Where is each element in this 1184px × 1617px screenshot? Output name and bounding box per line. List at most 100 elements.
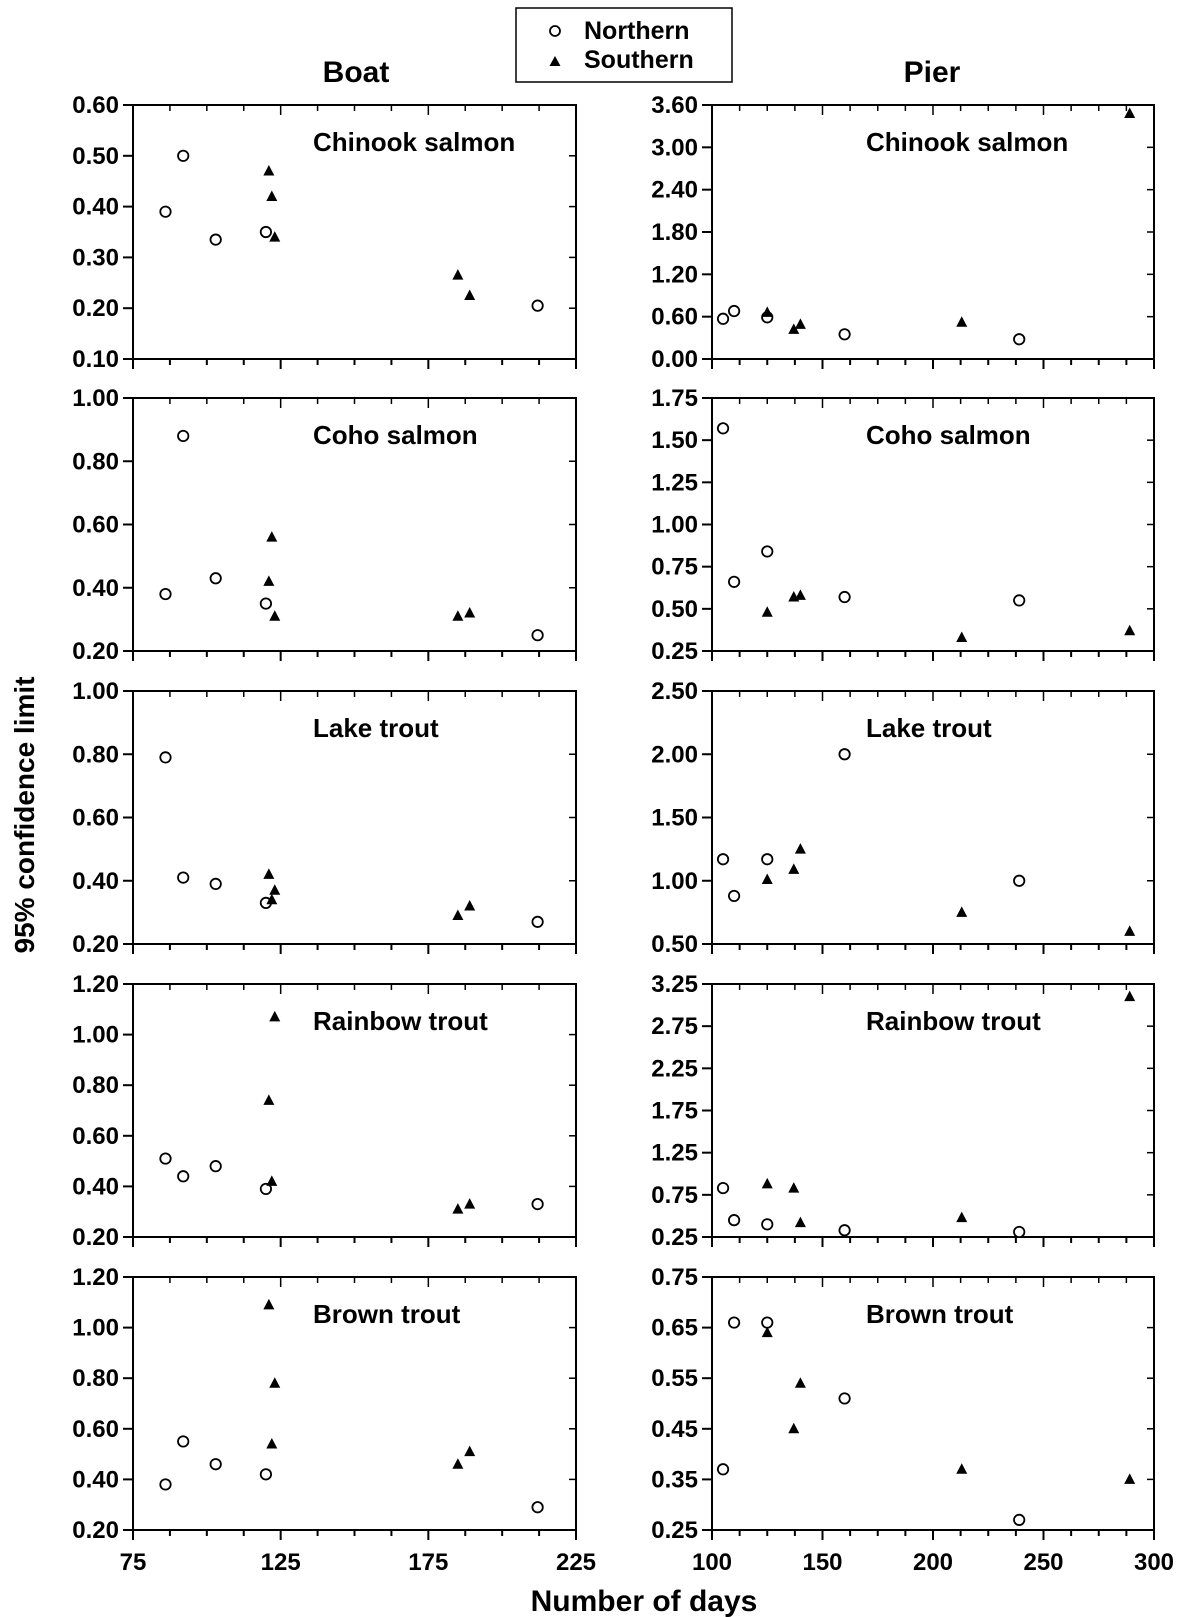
legend-southern-marker — [549, 56, 561, 66]
panel-title: Rainbow trout — [313, 1006, 488, 1036]
point-northern — [1013, 1225, 1026, 1239]
point-northern — [838, 748, 851, 761]
y-tick-label: 0.40 — [72, 868, 119, 895]
y-axis-title: 95% confidence limit — [9, 677, 40, 954]
panel-pier-lake-trout: Lake trout 0.50 1.00 1.50 2.00 2.50 — [651, 678, 1155, 958]
panel-boat-lake-trout: Lake trout 0.20 0.40 0.60 0.80 1.00 — [72, 678, 577, 958]
y-tick-label: 0.20 — [72, 1517, 119, 1544]
point-northern — [838, 328, 851, 341]
point-southern — [956, 316, 968, 327]
point-northern — [727, 1214, 741, 1227]
y-tick-label: 1.80 — [651, 219, 698, 246]
y-tick-label: 3.25 — [651, 971, 698, 998]
point-northern — [259, 597, 272, 610]
point-southern — [266, 1437, 278, 1449]
point-northern — [159, 205, 172, 218]
y-tick-label: 2.25 — [651, 1055, 698, 1082]
y-tick-label: 1.00 — [72, 678, 119, 705]
point-northern — [716, 853, 730, 866]
x-tick-label: 200 — [913, 1549, 953, 1576]
point-southern — [788, 863, 800, 874]
point-northern — [159, 587, 172, 601]
y-tick-label: 0.40 — [72, 1173, 119, 1200]
point-northern — [838, 590, 851, 604]
point-northern — [761, 1316, 774, 1329]
y-tick-label: 0.25 — [651, 638, 698, 665]
panel-title: Lake trout — [313, 713, 439, 743]
point-southern — [266, 190, 278, 201]
y-tick-label: 1.00 — [72, 1315, 119, 1342]
point-southern — [956, 631, 968, 643]
legend-box — [515, 7, 733, 83]
point-southern — [1124, 624, 1136, 636]
point-northern — [159, 751, 172, 764]
point-southern — [794, 843, 806, 854]
point-southern — [794, 1216, 806, 1228]
y-tick-label: 1.00 — [651, 868, 698, 895]
y-tick-label: 0.60 — [72, 512, 119, 539]
column-title-pier: Pier — [904, 56, 961, 89]
y-tick-label: 0.25 — [651, 1224, 698, 1251]
point-southern — [794, 318, 806, 329]
point-southern — [794, 589, 806, 600]
panel-pier-brown-trout: Brown trout 0.25 0.35 0.45 0.55 0.65 0.75 100 15… — [651, 1264, 1174, 1576]
panel-title: Lake trout — [866, 713, 992, 743]
x-axis-title: Number of days — [531, 1585, 758, 1617]
panel-title: Coho salmon — [313, 420, 478, 450]
point-southern — [263, 868, 275, 879]
x-tick-label: 100 — [692, 1549, 732, 1576]
panel-title: Coho salmon — [866, 420, 1031, 450]
point-southern — [452, 1458, 464, 1469]
y-tick-label: 3.00 — [651, 134, 698, 161]
y-tick-label: 0.40 — [72, 1466, 119, 1493]
y-tick-label: 0.10 — [72, 346, 119, 373]
point-southern — [761, 873, 773, 884]
y-tick-label: 2.50 — [651, 678, 698, 705]
y-tick-label: 0.60 — [72, 1416, 119, 1443]
y-tick-label: 0.65 — [651, 1315, 698, 1342]
point-northern — [531, 629, 544, 642]
point-northern — [259, 1182, 272, 1196]
y-tick-label: 2.00 — [651, 741, 698, 768]
y-tick-label: 0.35 — [651, 1466, 698, 1493]
y-tick-label: 0.40 — [72, 194, 119, 221]
point-southern — [266, 893, 278, 905]
point-southern — [1124, 925, 1136, 936]
y-tick-label: 0.50 — [651, 931, 698, 958]
point-southern — [464, 289, 476, 300]
y-tick-label: 0.50 — [72, 143, 119, 170]
point-southern — [761, 1177, 773, 1189]
legend: Northern Southern — [515, 7, 733, 83]
y-tick-label: 1.00 — [72, 385, 119, 412]
point-northern — [209, 877, 222, 891]
legend-northern-marker — [549, 25, 561, 37]
y-tick-label: 0.60 — [72, 92, 119, 119]
y-tick-label: 1.20 — [72, 971, 119, 998]
point-southern — [788, 1422, 800, 1434]
panel-boat-chinook-salmon: Chinook salmon 0.10 0.20 0.30 0.40 0.50 0.60 — [72, 92, 577, 373]
column-title-boat: Boat — [323, 56, 390, 89]
point-northern — [531, 299, 544, 312]
point-southern — [269, 884, 281, 895]
point-southern — [1124, 990, 1136, 1002]
point-northern — [1013, 874, 1026, 887]
y-tick-label: 1.00 — [72, 1022, 119, 1049]
point-southern — [269, 1010, 281, 1022]
x-tick-label: 175 — [408, 1549, 448, 1576]
x-tick-label: 75 — [120, 1549, 147, 1576]
point-southern — [956, 1211, 968, 1223]
point-southern — [761, 306, 773, 317]
y-tick-label: 0.20 — [72, 638, 119, 665]
panels: Chinook salmon0.100.200.300.400.500.60Co… — [72, 92, 1174, 1576]
point-northern — [838, 1224, 851, 1237]
point-southern — [464, 1198, 476, 1209]
y-tick-label: 0.60 — [651, 304, 698, 331]
panel-title: Chinook salmon — [313, 127, 515, 157]
panel-boat-coho-salmon: Coho salmon 0.20 0.40 0.60 0.80 1.00 — [72, 385, 577, 665]
point-northern — [727, 575, 741, 588]
point-southern — [464, 1445, 476, 1457]
point-northern — [727, 1316, 741, 1329]
point-northern — [761, 545, 774, 558]
x-tick-label: 125 — [261, 1549, 301, 1576]
